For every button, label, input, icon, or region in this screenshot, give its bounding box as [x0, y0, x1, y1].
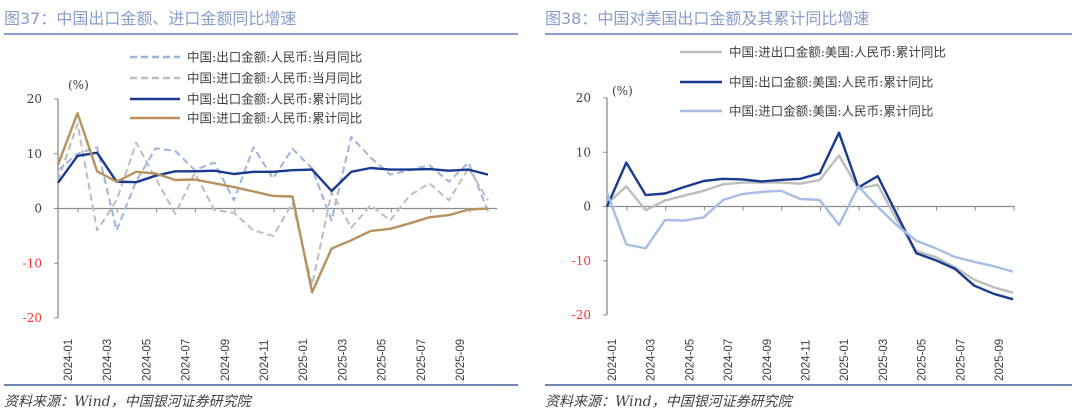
x-tick-label: 2024-11 [801, 340, 813, 381]
x-tick-label: 2024-01 [607, 339, 619, 381]
y-tick-label: 10 [576, 145, 591, 159]
chart-37: 图37：中国出口金额、进口金额同比增速 (%) [4, 9, 518, 92]
x-tick-label: 2025-05 [917, 339, 929, 381]
x-tick-label: 2024-05 [141, 339, 153, 381]
x-tick-label: 2024-03 [102, 339, 114, 381]
chart-title: 图38：中国对美国出口金额及其累计同比增速 [545, 9, 869, 28]
y-tick-label: 20 [576, 91, 591, 105]
unit-label: (%) [612, 84, 633, 98]
chart-38: 图38：中国对美国出口金额及其累计同比增速 (%) [545, 9, 1072, 98]
y-tick-label: 10 [27, 147, 42, 161]
x-tick-label: 2024-09 [220, 339, 232, 381]
x-tick-label: 2024-09 [762, 339, 774, 381]
x-tick-label: 2025-09 [994, 339, 1006, 381]
x-tick-label: 2025-05 [377, 339, 389, 381]
series-line-1 [606, 154, 1014, 294]
y-tick-label: 0 [583, 200, 591, 214]
legend-label: 中国:出口金额:美国:人民币:累计同比 [729, 75, 933, 90]
source-note: 资料来源：Wind，中国银河证券研究院 [4, 394, 253, 410]
plot-area-38: 20 10 0 -10 -20 2024-01 2024-03 2024-05 2024-07 2… [572, 45, 1015, 381]
y-tick-label: 0 [34, 202, 42, 216]
series-line-2 [57, 122, 489, 287]
x-tick-label: 2025-03 [878, 339, 890, 381]
source-note: 资料来源：Wind，中国银河证券研究院 [545, 394, 794, 410]
series-line-1 [57, 135, 489, 232]
x-tick-label: 2024-07 [181, 339, 193, 381]
legend-label: 中国:出口金额:人民币:当月同比 [187, 50, 362, 65]
series-line-4 [56, 111, 489, 294]
legend-label: 中国:进口金额:美国:人民币:累计同比 [729, 104, 933, 119]
x-tick-label: 2025-01 [839, 339, 851, 381]
y-tick-label: -10 [23, 256, 42, 270]
unit-label: (%) [68, 78, 89, 92]
x-tick-label: 2024-11 [259, 340, 271, 381]
x-tick-label: 2025-07 [955, 339, 967, 381]
x-tick-label: 2024-03 [646, 339, 658, 381]
x-tick-label: 2025-09 [455, 339, 467, 381]
x-tick-label: 2024-01 [63, 339, 75, 381]
chart-title: 图37：中国出口金额、进口金额同比增速 [4, 9, 296, 28]
legend-label: 中国:进口金额:人民币:累计同比 [187, 111, 362, 126]
plot-area-37: 20 10 0 -10 -20 2024-01 2024-03 2024-05 2024-07 2… [23, 50, 497, 381]
series-line-3 [605, 185, 1014, 273]
y-tick-label: -20 [572, 308, 591, 322]
x-tick-label: 2025-07 [416, 339, 428, 381]
x-tick-label: 2024-07 [723, 339, 735, 381]
series-line-2 [605, 131, 1014, 301]
y-tick-label: -10 [572, 254, 591, 268]
x-tick-label: 2025-01 [298, 339, 310, 381]
x-tick-label: 2024-05 [684, 339, 696, 381]
legend-label: 中国:出口金额:人民币:累计同比 [187, 92, 362, 107]
y-tick-label: 20 [27, 92, 42, 106]
y-tick-label: -20 [23, 311, 42, 325]
legend-label: 中国:进出口金额:美国:人民币:累计同比 [729, 45, 946, 60]
x-tick-label: 2025-03 [337, 339, 349, 381]
legend-label: 中国:进口金额:人民币:当月同比 [187, 71, 362, 86]
